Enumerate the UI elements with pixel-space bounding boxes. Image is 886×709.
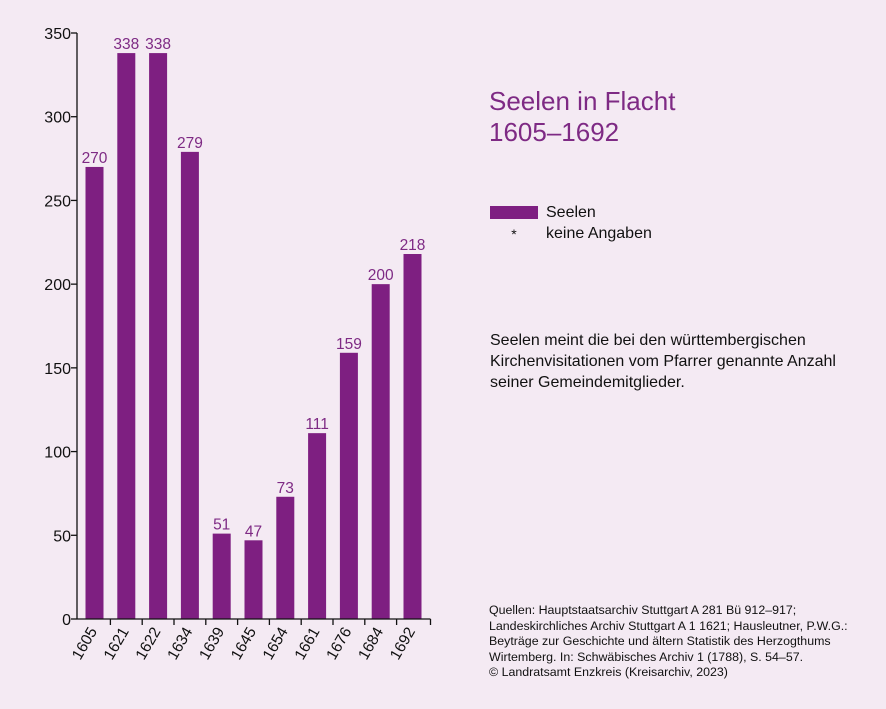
copyright-line: © Landratsamt Enzkreis (Kreisarchiv, 202… xyxy=(489,665,728,679)
bar xyxy=(403,254,422,619)
bar xyxy=(85,166,104,619)
bar xyxy=(244,540,263,619)
y-tick-label: 150 xyxy=(44,361,71,378)
chart-title: Seelen in Flacht 1605–1692 xyxy=(489,86,675,148)
bar-value-label: 73 xyxy=(277,480,294,497)
y-tick-label: 50 xyxy=(53,528,71,545)
bar-value-label: 279 xyxy=(177,135,203,152)
y-tick-label: 100 xyxy=(44,445,71,462)
bar-value-label: 200 xyxy=(368,267,394,284)
sources-line-2: Landeskirchliches Archiv Stuttgart A 1 1… xyxy=(489,618,848,633)
chart-title-line-1: Seelen in Flacht xyxy=(489,86,676,116)
legend-label-seelen: Seelen xyxy=(546,203,596,221)
sources-line-1: Quellen: Hauptstaatsarchiv Stuttgart A 2… xyxy=(489,603,797,617)
bar-value-label: 51 xyxy=(213,517,230,534)
bar xyxy=(180,151,199,620)
legend-item-seelen: Seelen xyxy=(490,202,652,223)
bar xyxy=(371,284,390,619)
bar xyxy=(117,53,136,619)
y-tick-label: 350 xyxy=(44,26,71,43)
x-tick-label: 1639 xyxy=(196,625,228,663)
chart-title-line-2: 1605–1692 xyxy=(489,117,620,147)
bars: 270 338 338 279 51 47 73 111 159 200 218 xyxy=(82,36,426,620)
bar xyxy=(212,533,231,619)
bar-value-label: 218 xyxy=(400,237,426,254)
legend-marker-asterisk: * xyxy=(511,225,517,242)
x-tick-label: 1676 xyxy=(323,625,355,663)
legend: Seelen * keine Angaben xyxy=(490,202,652,244)
bar-value-label: 47 xyxy=(245,523,262,540)
x-axis: 1605 1621 1622 1634 1639 1645 1654 1661 1676 1684… xyxy=(69,618,432,663)
legend-item-keine-angaben: * keine Angaben xyxy=(490,223,652,244)
x-tick-label: 1661 xyxy=(292,625,324,663)
x-tick-label: 1634 xyxy=(164,624,196,663)
bar-chart: 0 50 100 150 200 250 300 350 270 338 338 279 51 47 73… xyxy=(44,26,432,663)
bar xyxy=(149,53,168,619)
chart-note: Seelen meint die bei den württembergisch… xyxy=(490,332,836,391)
x-tick-label: 1621 xyxy=(101,625,133,663)
legend-label-keine-angaben: keine Angaben xyxy=(546,224,652,242)
y-tick-label: 200 xyxy=(44,277,71,294)
x-tick-label: 1645 xyxy=(228,625,260,663)
sources-block: Quellen: Hauptstaatsarchiv Stuttgart A 2… xyxy=(489,603,879,681)
bar xyxy=(339,352,358,619)
sources-line-4: Wirtemberg. In: Schwäbisches Archiv 1 (1… xyxy=(489,649,804,664)
x-tick-label: 1622 xyxy=(133,625,165,663)
x-tick-label: 1654 xyxy=(260,624,292,663)
x-tick-label: 1684 xyxy=(355,624,387,663)
x-tick-label: 1605 xyxy=(69,625,101,663)
bar-value-label: 338 xyxy=(145,36,171,53)
legend-swatch xyxy=(490,206,538,219)
bar-value-label: 159 xyxy=(336,336,362,353)
y-axis: 0 50 100 150 200 250 300 350 xyxy=(44,26,78,629)
bar-value-label: 338 xyxy=(113,36,139,53)
x-tick-label: 1692 xyxy=(387,625,419,663)
bar xyxy=(276,496,295,619)
bar-value-label: 111 xyxy=(305,416,329,433)
sources-line-3: Beyträge zur Geschichte und ältern Stati… xyxy=(489,634,831,648)
bar xyxy=(308,433,327,619)
y-tick-label: 0 xyxy=(62,612,71,629)
bar-value-label: 270 xyxy=(82,150,108,167)
y-tick-label: 250 xyxy=(44,193,71,210)
y-tick-label: 300 xyxy=(44,110,71,127)
